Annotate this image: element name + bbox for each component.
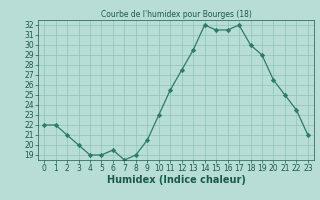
- Title: Courbe de l'humidex pour Bourges (18): Courbe de l'humidex pour Bourges (18): [100, 10, 252, 19]
- X-axis label: Humidex (Indice chaleur): Humidex (Indice chaleur): [107, 175, 245, 185]
